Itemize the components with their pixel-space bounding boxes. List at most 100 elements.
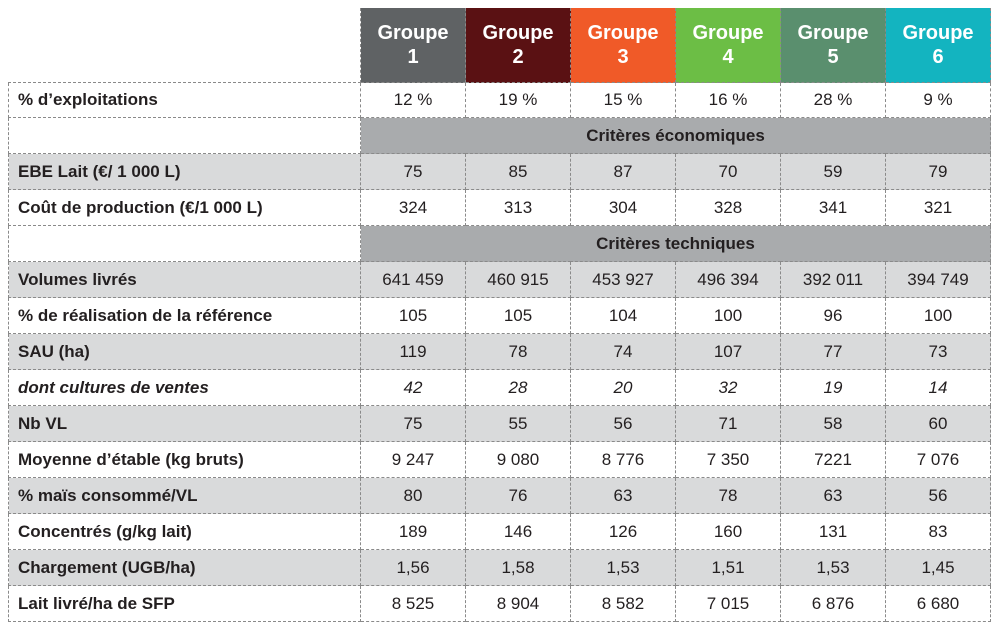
row-label: dont cultures de ventes <box>8 369 361 406</box>
table-row: % de réalisation de la référence 105 105 10… <box>8 297 991 334</box>
cell-group-4: 78 <box>675 477 781 514</box>
group-header-number: 5 <box>827 46 839 68</box>
cell-group-5: 1,53 <box>780 549 886 586</box>
group-header-3: Groupe 3 <box>570 8 676 83</box>
cell-group-4: 107 <box>675 333 781 370</box>
cell-group-2: 8 904 <box>465 585 571 622</box>
cell-group-2: 105 <box>465 297 571 334</box>
group-header-6: Groupe 6 <box>885 8 991 83</box>
cell-group-3: 453 927 <box>570 261 676 298</box>
cell-group-5: 63 <box>780 477 886 514</box>
group-header-word: Groupe <box>377 22 449 44</box>
cell-group-5: 19 <box>780 369 886 406</box>
row-label: SAU (ha) <box>8 333 361 370</box>
row-label: Coût de production (€/1 000 L) <box>8 189 361 226</box>
group-header-4: Groupe 4 <box>675 8 781 83</box>
row-label: % d’exploitations <box>8 82 361 118</box>
cell-group-4: 160 <box>675 513 781 550</box>
cell-group-3: 104 <box>570 297 676 334</box>
cell-group-3: 1,53 <box>570 549 676 586</box>
table-row: % maïs consommé/VL 80 76 63 78 63 56 <box>8 477 991 514</box>
cell-group-6: 14 <box>885 369 991 406</box>
cell-group-2: 19 % <box>465 82 571 118</box>
table-row: Lait livré/ha de SFP 8 525 8 904 8 582 7 015… <box>8 585 991 622</box>
cell-group-2: 55 <box>465 405 571 442</box>
cell-group-2: 9 080 <box>465 441 571 478</box>
cell-group-1: 42 <box>360 369 466 406</box>
cell-group-4: 70 <box>675 153 781 190</box>
section-header-row: Critères économiques <box>8 117 991 154</box>
cell-group-6: 79 <box>885 153 991 190</box>
group-header-word: Groupe <box>587 22 659 44</box>
group-header-word: Groupe <box>482 22 554 44</box>
cell-group-5: 6 876 <box>780 585 886 622</box>
table-row: Coût de production (€/1 000 L) 324 313 304 3… <box>8 189 991 226</box>
cell-group-6: 56 <box>885 477 991 514</box>
cell-group-6: 394 749 <box>885 261 991 298</box>
row-label: Lait livré/ha de SFP <box>8 585 361 622</box>
group-header-2: Groupe 2 <box>465 8 571 83</box>
table-row: Nb VL 75 55 56 71 58 60 <box>8 405 991 442</box>
table-row: SAU (ha) 119 78 74 107 77 73 <box>8 333 991 370</box>
row-label: Chargement (UGB/ha) <box>8 549 361 586</box>
group-header-number: 6 <box>932 46 944 68</box>
cell-group-4: 16 % <box>675 82 781 118</box>
cell-group-1: 9 247 <box>360 441 466 478</box>
table-row: Volumes livrés 641 459 460 915 453 927 496 3… <box>8 261 991 298</box>
cell-group-2: 460 915 <box>465 261 571 298</box>
group-header-row: Groupe 1 Groupe 2 Groupe 3 Groupe 4 Groupe 5 Group… <box>8 8 991 83</box>
header-corner-cell <box>8 8 361 83</box>
cell-group-6: 1,45 <box>885 549 991 586</box>
cell-group-3: 304 <box>570 189 676 226</box>
cell-group-4: 7 015 <box>675 585 781 622</box>
row-label: Moyenne d’étable (kg bruts) <box>8 441 361 478</box>
cell-group-1: 641 459 <box>360 261 466 298</box>
table-row: dont cultures de ventes 42 28 20 32 19 14 <box>8 369 991 406</box>
cell-group-5: 77 <box>780 333 886 370</box>
cell-group-6: 6 680 <box>885 585 991 622</box>
cell-group-4: 100 <box>675 297 781 334</box>
cell-group-2: 76 <box>465 477 571 514</box>
cell-group-5: 7221 <box>780 441 886 478</box>
results-table: Groupe 1 Groupe 2 Groupe 3 Groupe 4 Groupe 5 Group… <box>8 8 991 622</box>
cell-group-1: 80 <box>360 477 466 514</box>
section-title: Critères techniques <box>360 225 991 262</box>
cell-group-6: 73 <box>885 333 991 370</box>
cell-group-3: 8 582 <box>570 585 676 622</box>
cell-group-5: 59 <box>780 153 886 190</box>
cell-group-1: 324 <box>360 189 466 226</box>
cell-group-4: 1,51 <box>675 549 781 586</box>
section-title: Critères économiques <box>360 117 991 154</box>
cell-group-2: 78 <box>465 333 571 370</box>
group-header-word: Groupe <box>692 22 764 44</box>
cell-group-4: 328 <box>675 189 781 226</box>
cell-group-6: 321 <box>885 189 991 226</box>
cell-group-1: 189 <box>360 513 466 550</box>
cell-group-6: 9 % <box>885 82 991 118</box>
cell-group-3: 126 <box>570 513 676 550</box>
cell-group-4: 71 <box>675 405 781 442</box>
section-blank-cell <box>8 117 361 154</box>
cell-group-2: 85 <box>465 153 571 190</box>
group-header-word: Groupe <box>902 22 974 44</box>
cell-group-2: 28 <box>465 369 571 406</box>
cell-group-4: 7 350 <box>675 441 781 478</box>
cell-group-4: 32 <box>675 369 781 406</box>
cell-group-6: 60 <box>885 405 991 442</box>
row-label: % de réalisation de la référence <box>8 297 361 334</box>
cell-group-1: 12 % <box>360 82 466 118</box>
group-header-number: 2 <box>512 46 524 68</box>
cell-group-5: 341 <box>780 189 886 226</box>
cell-group-5: 28 % <box>780 82 886 118</box>
group-header-number: 3 <box>617 46 629 68</box>
cell-group-2: 146 <box>465 513 571 550</box>
cell-group-3: 56 <box>570 405 676 442</box>
cell-group-3: 63 <box>570 477 676 514</box>
cell-group-3: 74 <box>570 333 676 370</box>
row-label: Nb VL <box>8 405 361 442</box>
cell-group-6: 83 <box>885 513 991 550</box>
section-header-row: Critères techniques <box>8 225 991 262</box>
cell-group-1: 1,56 <box>360 549 466 586</box>
group-header-number: 4 <box>722 46 734 68</box>
row-label: Concentrés (g/kg lait) <box>8 513 361 550</box>
